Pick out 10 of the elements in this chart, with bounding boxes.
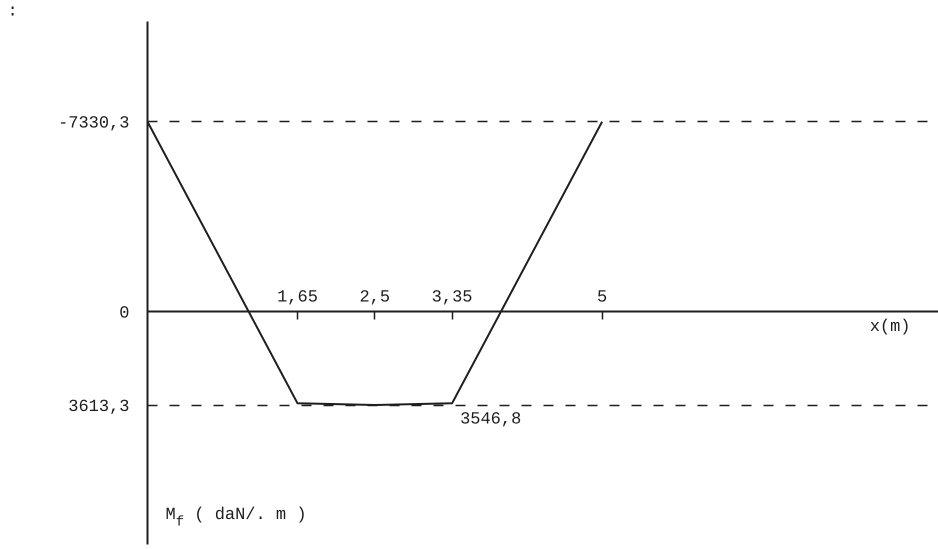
x-tick-label: 1,65 xyxy=(277,288,318,308)
x-axis-title: x(m) xyxy=(870,318,911,337)
x-tick-label: 3,35 xyxy=(432,288,472,308)
annotation: 3546,8 xyxy=(460,410,522,430)
chart-title: : xyxy=(8,2,18,22)
y-tick-label: 3613,3 xyxy=(68,398,130,418)
y-tick-label: 0 xyxy=(119,304,130,324)
y-tick-label: -7330,3 xyxy=(58,114,130,134)
x-tick-label: 5 xyxy=(596,288,608,308)
x-tick-label: 2,5 xyxy=(359,288,390,308)
